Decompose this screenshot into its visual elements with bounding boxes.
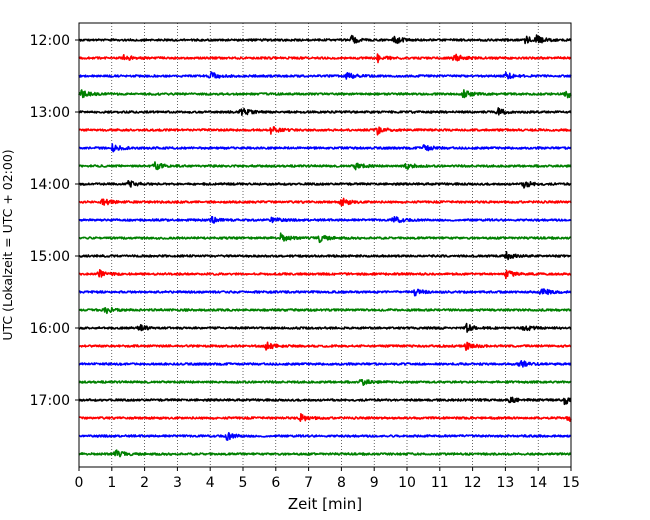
x-tick-label: 13 [496,475,514,491]
x-tick-label: 11 [431,475,449,491]
trace-row [78,197,572,207]
trace-row [78,288,572,297]
trace-row [78,107,572,116]
x-tick-label: 10 [398,475,416,491]
x-tick-label: 9 [370,475,379,491]
trace-row [78,396,572,406]
trace-row [78,432,572,441]
x-axis-label: Zeit [min] [288,495,362,513]
x-tick-label: 14 [529,475,547,491]
trace-row [78,216,572,224]
x-tick-label: 6 [271,475,280,491]
trace-row [78,53,572,64]
plot-frame [78,22,572,468]
x-tick-label: 3 [173,475,182,491]
y-tick-label: 17:00 [30,393,70,409]
y-axis-label: UTC (Lokalzeit = UTC + 02:00) [0,149,15,340]
trace-row [78,379,572,386]
grid-lines [111,23,539,467]
x-tick-label: 2 [140,475,149,491]
trace-row [78,306,572,315]
x-tick-label: 5 [239,475,248,491]
trace-row [78,413,572,422]
x-tick-label: 12 [464,475,482,491]
trace-row [78,269,572,280]
x-tick-label: 0 [75,475,84,491]
seismic-traces [78,34,572,458]
trace-row [78,322,572,333]
y-ticks: 12:00 13:00 14:00 15:00 16:00 17:00 [30,33,79,409]
trace-row [78,180,572,189]
trace-row [78,251,572,261]
x-tick-label: 1 [107,475,116,491]
x-tick-label: 7 [304,475,313,491]
y-tick-label: 13:00 [30,105,70,121]
trace-row [78,71,572,80]
trace-row [78,341,572,351]
y-tick-label: 14:00 [30,177,70,193]
trace-row [78,126,572,136]
trace-row [78,89,572,99]
x-tick-label: 4 [206,475,215,491]
trace-row [78,143,572,153]
y-tick-label: 16:00 [30,321,70,337]
trace-row [78,232,572,244]
trace-row [78,449,572,458]
x-tick-label: 8 [337,475,346,491]
trace-row [78,34,572,45]
x-tick-label: 15 [562,475,580,491]
y-tick-label: 12:00 [30,33,70,49]
y-tick-label: 15:00 [30,249,70,265]
trace-row [78,360,572,368]
x-ticks: 0 1 2 3 4 5 6 7 8 9 10 11 12 13 14 15 [75,467,580,491]
trace-row [78,161,572,171]
